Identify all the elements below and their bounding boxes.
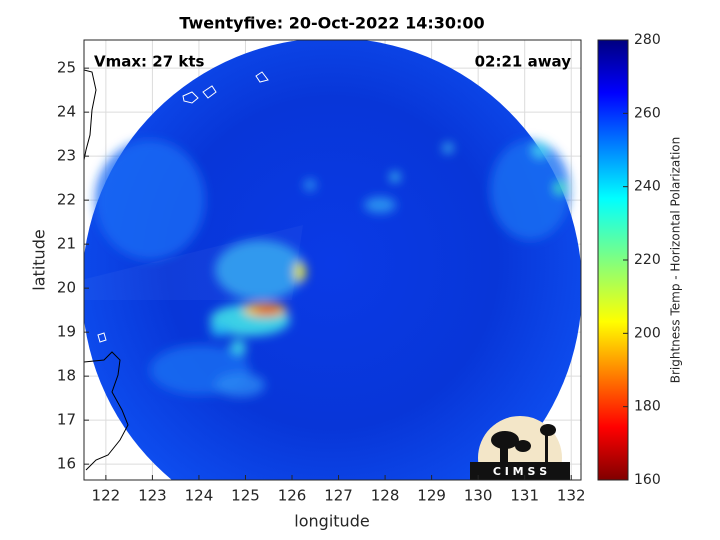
annotation: Vmax: 27 kts xyxy=(94,53,204,71)
chart-title: Twentyfive: 20-Oct-2022 14:30:00 xyxy=(179,14,484,33)
x-tick-label: 125 xyxy=(231,487,260,505)
colorbar-tick-label: 280 xyxy=(634,32,661,48)
y-tick-label: 17 xyxy=(57,411,76,429)
x-tick-label: 129 xyxy=(417,487,446,505)
image: C I M S S xyxy=(84,40,581,480)
colorbar-tick-label: 260 xyxy=(634,105,661,121)
y-tick-label: 18 xyxy=(57,367,76,385)
x-tick-label: 123 xyxy=(138,487,167,505)
x-tick-label: 126 xyxy=(278,487,307,505)
colorbar-tick-label: 160 xyxy=(634,472,661,488)
x-tick-label: 128 xyxy=(371,487,400,505)
y-tick-label: 24 xyxy=(57,103,76,121)
x-axis-label: longitude xyxy=(294,512,369,531)
y-tick-label: 22 xyxy=(57,191,76,209)
y-tick-label: 20 xyxy=(57,279,76,297)
plot-frame xyxy=(83,39,582,481)
y-tick-label: 23 xyxy=(57,147,76,165)
x-tick-label: 131 xyxy=(510,487,539,505)
colorbar-label: Brightness Temp - Horizontal Polarizatio… xyxy=(669,137,683,384)
colorbar-tick-label: 240 xyxy=(634,179,661,195)
colorbar-tick-label: 220 xyxy=(634,252,661,268)
annotation: 02:21 away xyxy=(475,53,572,71)
colorbar-tick-label: 180 xyxy=(634,399,661,415)
x-tick-label: 132 xyxy=(557,487,586,505)
x-tick-label: 130 xyxy=(464,487,493,505)
logo: C I M S S xyxy=(470,416,570,480)
colorbar-tick-label: 200 xyxy=(634,325,661,341)
y-tick-label: 21 xyxy=(57,235,76,253)
features xyxy=(95,140,570,397)
logo-text: C I M S S xyxy=(493,465,547,478)
x-tick-label: 124 xyxy=(185,487,214,505)
y-tick-label: 25 xyxy=(57,59,76,77)
x-tick-label: 122 xyxy=(92,487,121,505)
x-tick-label: 127 xyxy=(324,487,353,505)
y-axis-label: latitude xyxy=(30,229,49,290)
y-tick-label: 19 xyxy=(57,323,76,341)
coastline xyxy=(84,69,269,471)
y-tick-label: 16 xyxy=(57,455,76,473)
